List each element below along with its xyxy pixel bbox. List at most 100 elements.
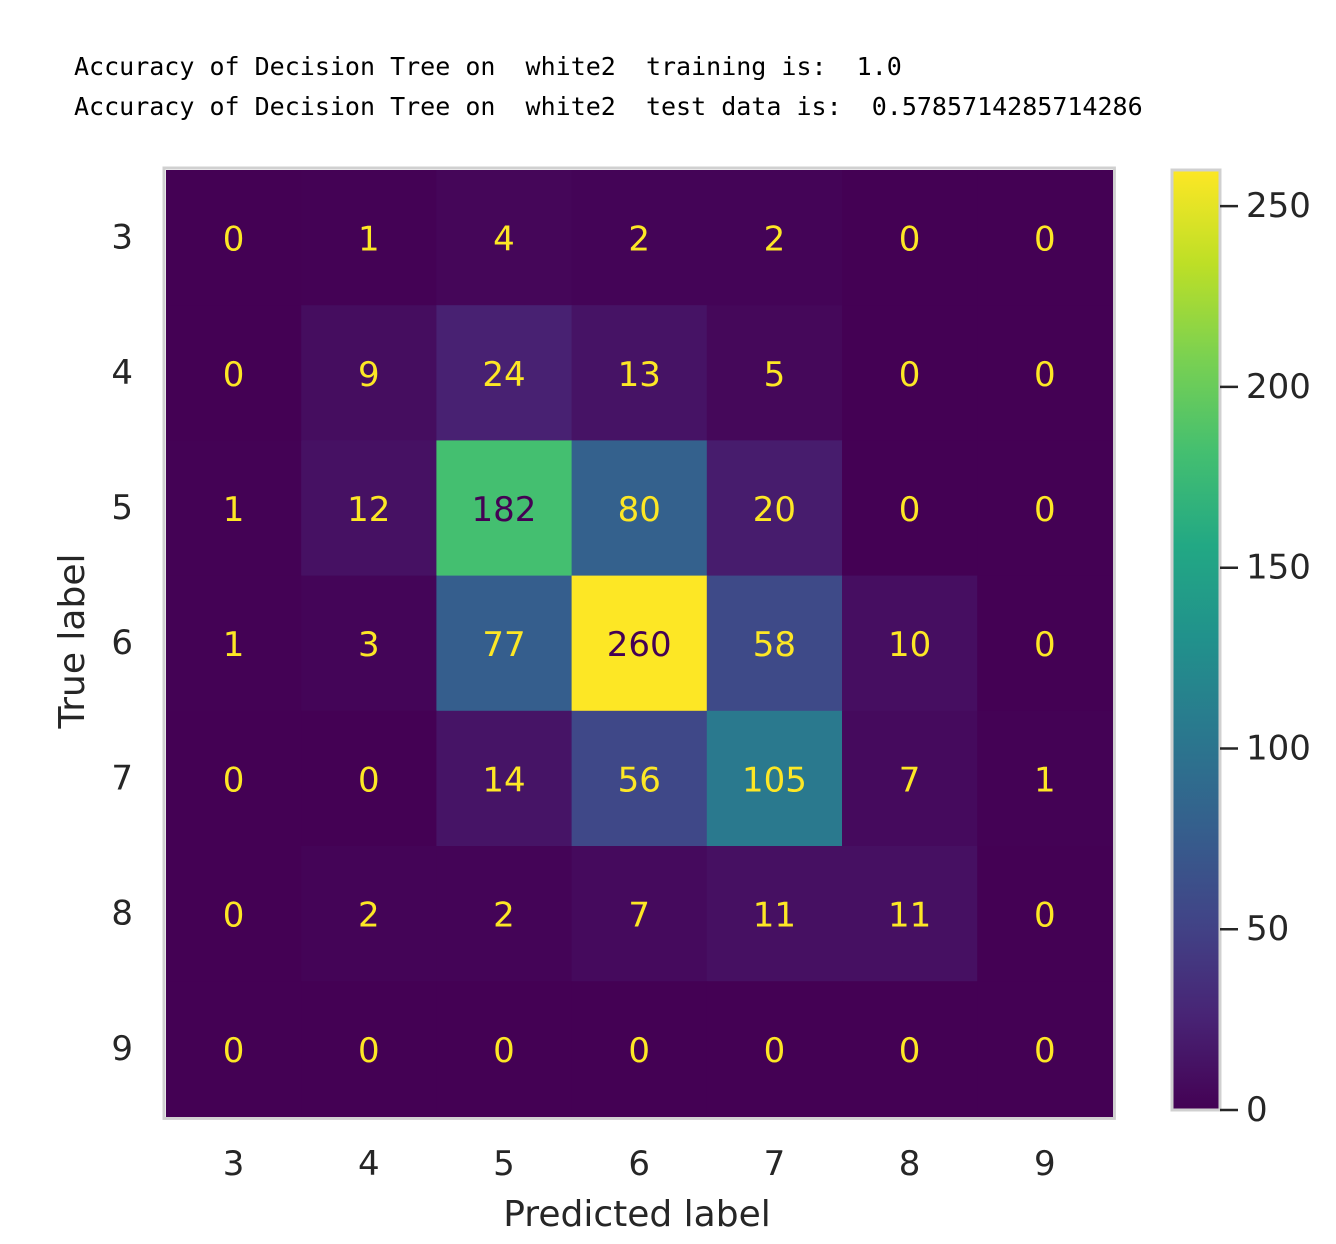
cell-value-label: 0 [899, 355, 921, 395]
heatmap-cell [301, 170, 437, 306]
heatmap-cell [571, 170, 708, 306]
x-axis-ticks: 3 4 5 6 7 8 9 [223, 1144, 1056, 1184]
cell-value-label: 0 [628, 1031, 650, 1071]
cell-value-label: 2 [628, 220, 650, 260]
cell-value-label: 0 [899, 490, 921, 530]
x-tick-label: 3 [223, 1144, 245, 1184]
cell-value-label: 11 [888, 896, 931, 936]
heatmap-frame [162, 166, 1116, 1120]
heatmap-cell [301, 575, 437, 712]
output-line-training-accuracy: Accuracy of Decision Tree on white2 trai… [74, 52, 902, 81]
cell-value-label: 0 [1034, 1031, 1056, 1071]
heatmap-cell [436, 305, 573, 441]
y-axis-label: True label [52, 554, 93, 730]
heatmap-cell [977, 710, 1113, 847]
cell-value-label: 10 [888, 625, 931, 665]
cell-value-label: 80 [618, 490, 661, 530]
heatmap-cell [842, 981, 978, 1117]
x-axis-label: Predicted label [503, 1194, 771, 1235]
y-tick-label: 7 [111, 758, 133, 798]
heatmap-cell [166, 846, 302, 982]
heatmap-cell [977, 575, 1113, 712]
heatmap-cell [842, 440, 978, 577]
cell-value-label: 0 [764, 1031, 786, 1071]
output-line-test-accuracy: Accuracy of Decision Tree on white2 test… [74, 92, 1143, 121]
heatmap-cell [571, 846, 708, 982]
heatmap-cell [166, 170, 302, 306]
cell-value-label: 0 [1034, 896, 1056, 936]
heatmap-cell [977, 305, 1113, 441]
heatmap-cell [301, 440, 437, 577]
heatmap-cell [842, 710, 978, 847]
cell-value-label: 12 [347, 490, 390, 530]
heatmap-cell [166, 575, 302, 712]
cell-value-label: 11 [753, 896, 796, 936]
heatmap-cell [842, 846, 978, 982]
cell-value-label: 0 [358, 1031, 380, 1071]
cell-value-label: 0 [223, 760, 245, 800]
heatmap-cell [166, 305, 302, 441]
cell-value-label: 56 [618, 760, 661, 800]
x-tick-label: 6 [628, 1144, 650, 1184]
heatmap-cell [436, 710, 573, 847]
colorbar-tick-label: 0 [1246, 1090, 1268, 1130]
heatmap-cell [977, 170, 1113, 306]
colorbar-tick-label: 100 [1246, 728, 1311, 768]
heatmap-cell [706, 440, 843, 577]
heatmap-cell [706, 305, 843, 441]
heatmap-cell [166, 440, 302, 577]
colorbar-tick-label: 50 [1246, 909, 1289, 949]
heatmap-cell [436, 575, 573, 712]
x-tick-label: 8 [899, 1144, 921, 1184]
colorbar-gradient [1170, 168, 1222, 1112]
cell-value-label: 0 [899, 220, 921, 260]
cell-value-label: 0 [223, 220, 245, 260]
cell-value-label: 2 [764, 220, 786, 260]
heatmap-cell [301, 981, 437, 1117]
cell-value-label: 0 [899, 1031, 921, 1071]
heatmap-cell [166, 981, 302, 1117]
cell-value-label: 5 [764, 355, 786, 395]
cell-value-label: 2 [358, 896, 380, 936]
heatmap-cell [706, 846, 843, 982]
y-tick-label: 6 [111, 623, 133, 663]
heatmap-cell [436, 170, 573, 306]
heatmap-cell [436, 440, 573, 577]
cell-value-label: 0 [223, 896, 245, 936]
heatmap-cell [977, 846, 1113, 982]
x-tick-label: 7 [764, 1144, 786, 1184]
heatmap-cell [571, 981, 708, 1117]
cell-value-label: 4 [493, 220, 515, 260]
heatmap-cell [571, 710, 708, 847]
cell-value-label: 1 [223, 490, 245, 530]
colorbar-tick-label: 200 [1246, 367, 1311, 407]
heatmap-cell [706, 170, 843, 306]
heatmap-cell [706, 981, 843, 1117]
cell-value-label: 1 [358, 220, 380, 260]
cell-value-label: 105 [742, 760, 807, 800]
cell-value-label: 24 [482, 355, 525, 395]
y-tick-label: 9 [111, 1029, 133, 1069]
y-tick-label: 3 [111, 218, 133, 258]
y-tick-label: 4 [111, 353, 133, 393]
cell-value-label: 0 [223, 355, 245, 395]
cell-value-label: 7 [899, 760, 921, 800]
cell-value-label: 7 [628, 896, 650, 936]
cell-value-label: 9 [358, 355, 380, 395]
y-axis-ticks: 3 4 5 6 7 8 9 [111, 218, 133, 1069]
cell-value-label: 0 [1034, 625, 1056, 665]
heatmap-cells [162, 166, 1116, 1120]
cell-value-label: 260 [607, 625, 672, 665]
heatmap-cell [436, 981, 573, 1117]
heatmap-cell [977, 981, 1113, 1117]
cell-value-label: 1 [223, 625, 245, 665]
x-tick-label: 5 [493, 1144, 515, 1184]
heatmap-cell [842, 575, 978, 712]
cell-value-label: 182 [472, 490, 537, 530]
cell-value-label: 0 [358, 760, 380, 800]
heatmap-cell [301, 305, 437, 441]
colorbar: 0 50 100 150 200 250 [1170, 168, 1311, 1130]
cell-value-label: 3 [358, 625, 380, 665]
heatmap-cell [571, 575, 708, 712]
colorbar-tick-label: 150 [1246, 548, 1311, 588]
